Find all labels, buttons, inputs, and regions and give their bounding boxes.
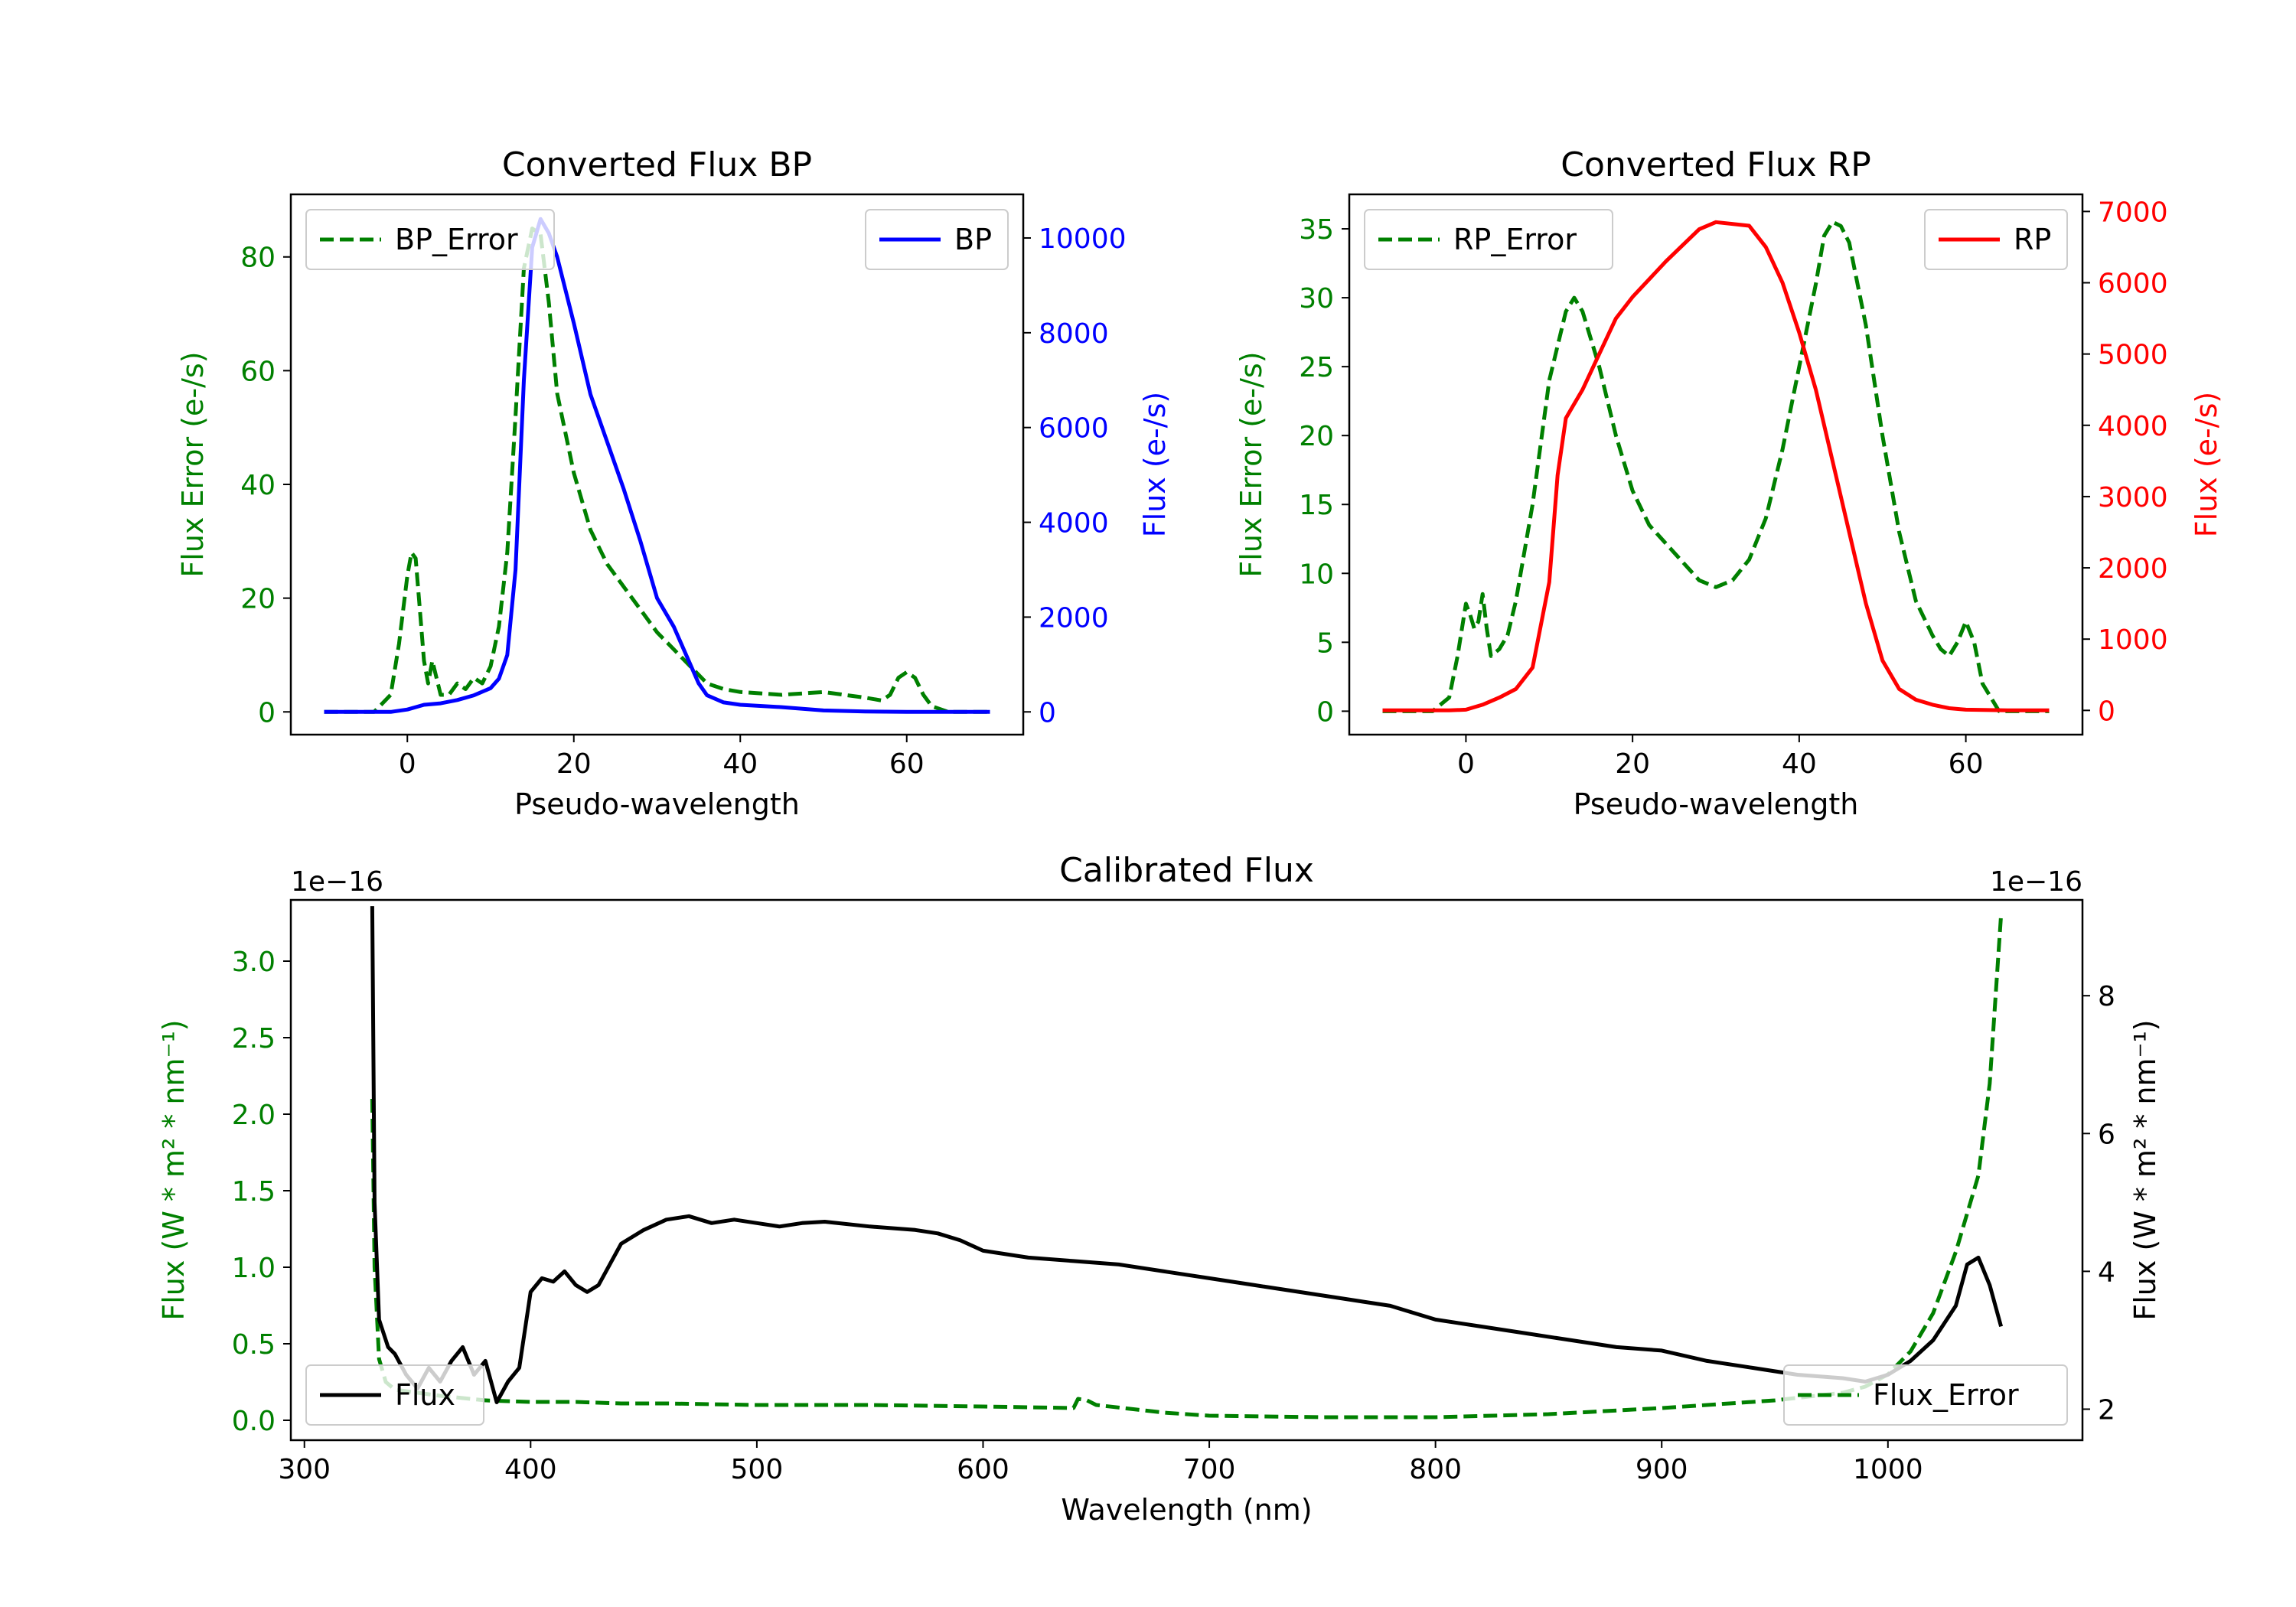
y-tick-label-right: 4000 — [1039, 508, 1109, 539]
x-tick-label: 40 — [1782, 748, 1817, 780]
y-tick-label-left: 2.5 — [232, 1023, 276, 1054]
series-line-rp — [1382, 220, 2050, 712]
x-tick-label: 700 — [1183, 1454, 1236, 1485]
y-tick-label-left: 1.0 — [232, 1253, 276, 1284]
axes-frame — [1348, 193, 2084, 736]
y-tick-label-left: 30 — [1299, 283, 1334, 315]
y-tick-label-right: 10000 — [1039, 223, 1127, 255]
legend-rp-error: RP_Error — [1364, 209, 1613, 270]
x-tick-label: 20 — [556, 748, 592, 780]
y-tick-label-right: 2 — [2098, 1394, 2115, 1426]
x-tick-label: 600 — [957, 1454, 1009, 1485]
y-tick-label-right: 8 — [2098, 981, 2115, 1012]
legend-rp: RP — [1924, 209, 2068, 270]
legend-label: BP — [954, 223, 992, 256]
x-tick-label: 40 — [722, 748, 758, 780]
y-axis-label-left: Flux Error (e-/s) — [1234, 351, 1268, 577]
y-tick-label-right: 7000 — [2098, 197, 2168, 228]
axes-frame — [289, 898, 2084, 1442]
rp-panel: 0 20 40 60 0 5 10 15 20 25 30 35 0 1000 2000 3000 4000 50… — [1234, 145, 2223, 821]
y-tick-label-right: 0 — [2098, 696, 2115, 727]
y-tick-label-left: 2.0 — [232, 1100, 276, 1131]
y-tick-label-left: 5 — [1316, 627, 1334, 659]
y-tick-label-right: 1000 — [2098, 624, 2168, 656]
y-axis-label-right: Flux (e-/s) — [1138, 392, 1172, 537]
x-axis-label: Pseudo-wavelength — [1574, 787, 1859, 821]
legend-label: RP — [2014, 223, 2051, 256]
legend-box — [1364, 209, 1613, 270]
y-axis-label-right: Flux (W * m² * nm⁻¹) — [2128, 1019, 2162, 1320]
chart-title: Calibrated Flux — [1059, 851, 1314, 890]
x-tick-label: 300 — [278, 1454, 331, 1485]
legend-bp: BP — [865, 209, 1009, 270]
x-tick-label: 500 — [731, 1454, 784, 1485]
y-tick-label-left: 40 — [240, 470, 276, 501]
y-tick-label-right: 4 — [2098, 1257, 2115, 1288]
y-tick-label-right: 5000 — [2098, 340, 2168, 371]
series-line-bp-error — [324, 227, 990, 714]
legend-box — [1783, 1364, 2068, 1426]
series-line-bp — [324, 217, 990, 714]
x-tick-label: 0 — [1457, 748, 1475, 780]
y-tick-label-left: 0 — [258, 697, 276, 729]
x-tick-label: 1000 — [1853, 1454, 1923, 1485]
y-tick-label-right: 6000 — [2098, 268, 2168, 299]
y-tick-label-left: 15 — [1299, 490, 1334, 521]
y-tick-label-right: 8000 — [1039, 318, 1109, 350]
legend-label: Flux — [395, 1378, 455, 1412]
x-axis-label: Wavelength (nm) — [1061, 1493, 1312, 1527]
y-axis-label-left: Flux (W * m² * nm⁻¹) — [157, 1019, 191, 1320]
y-tick-label-left: 20 — [240, 584, 276, 615]
y-tick-label-left: 25 — [1299, 352, 1334, 383]
y-tick-label-right: 2000 — [1039, 602, 1109, 634]
y-tick-label-right: 0 — [1039, 697, 1056, 729]
y-tick-label-left: 3.0 — [232, 947, 276, 978]
legend-flux-error: Flux_Error — [1783, 1364, 2068, 1426]
chart-title: Converted Flux RP — [1561, 145, 1871, 184]
y-tick-label-left: 20 — [1299, 421, 1334, 452]
offset-label-left: 1e−16 — [291, 866, 383, 898]
legend-flux: Flux — [305, 1364, 484, 1426]
offset-label-right: 1e−16 — [1990, 866, 2082, 898]
y-tick-label-left: 60 — [240, 356, 276, 387]
legend-label: RP_Error — [1453, 223, 1577, 256]
x-tick-label: 400 — [504, 1454, 557, 1485]
y-tick-label-right: 2000 — [2098, 553, 2168, 585]
y-tick-label-left: 80 — [240, 243, 276, 274]
series-line-rp-error — [1382, 220, 2050, 713]
x-axis-label: Pseudo-wavelength — [514, 787, 800, 821]
x-tick-label: 60 — [1949, 748, 1984, 780]
legend-box — [305, 1364, 484, 1426]
y-tick-label-right: 3000 — [2098, 482, 2168, 513]
y-tick-label-left: 0.5 — [232, 1329, 276, 1361]
y-tick-label-left: 0 — [1316, 696, 1334, 728]
y-tick-label-right: 6000 — [1039, 413, 1109, 445]
legend-label: BP_Error — [395, 223, 518, 256]
y-tick-label-left: 1.5 — [232, 1176, 276, 1208]
x-tick-label: 900 — [1636, 1454, 1688, 1485]
y-axis-label-right: Flux (e-/s) — [2190, 392, 2223, 537]
legend-box — [305, 209, 555, 270]
series-line-flux — [370, 906, 2004, 1404]
bp-panel: 0 20 40 60 0 20 40 60 80 0 2000 4000 6000 8000 10000 Co… — [176, 145, 1172, 821]
y-tick-label-left: 35 — [1299, 214, 1334, 246]
y-axis-label-left: Flux Error (e-/s) — [176, 351, 210, 577]
legend-label: Flux_Error — [1873, 1378, 2019, 1412]
y-tick-label-right: 6 — [2098, 1119, 2115, 1150]
x-tick-label: 60 — [889, 748, 925, 780]
axes-frame — [289, 193, 1025, 736]
chart-title: Converted Flux BP — [502, 145, 812, 184]
y-tick-label-left: 10 — [1299, 559, 1334, 590]
y-tick-label-right: 4000 — [2098, 411, 2168, 442]
y-tick-label-left: 0.0 — [232, 1406, 276, 1437]
x-tick-label: 0 — [399, 748, 416, 780]
x-tick-label: 20 — [1615, 748, 1650, 780]
legend-bp-error: BP_Error — [305, 209, 555, 270]
x-tick-label: 800 — [1409, 1454, 1462, 1485]
calibrated-panel: 300 400 500 600 700 800 900 1000 0.0 0.5 1.0 1.5 2.0… — [157, 851, 2162, 1527]
